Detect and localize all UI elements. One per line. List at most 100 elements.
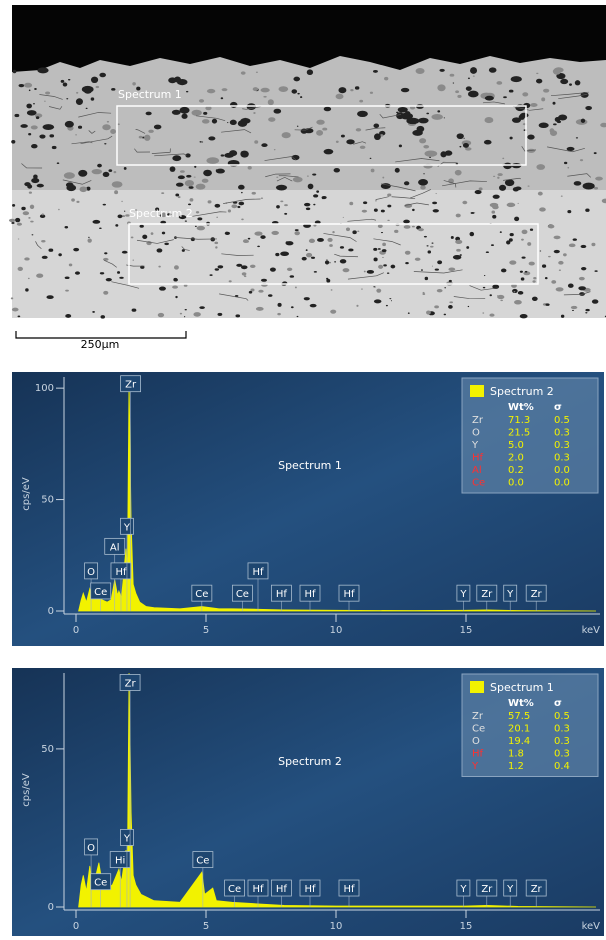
pore xyxy=(334,168,340,173)
legend-sigma: 0.5 xyxy=(554,415,570,426)
pore xyxy=(490,294,492,296)
pore xyxy=(560,79,568,84)
pore xyxy=(28,133,31,135)
pore xyxy=(276,177,278,178)
pore xyxy=(352,230,356,234)
pore xyxy=(102,124,110,130)
pore xyxy=(361,289,363,290)
pore xyxy=(455,240,462,244)
legend-element: Ce xyxy=(472,478,485,489)
pore xyxy=(279,86,289,92)
pore xyxy=(292,89,298,93)
pore xyxy=(280,201,283,203)
pore xyxy=(42,256,48,259)
pore xyxy=(381,210,385,213)
pore xyxy=(65,290,69,292)
pore xyxy=(31,144,37,148)
pore xyxy=(581,245,587,248)
pore xyxy=(405,251,411,255)
pore xyxy=(248,166,252,170)
pore xyxy=(466,86,472,91)
pore xyxy=(196,184,206,190)
pore xyxy=(91,77,98,83)
pore xyxy=(140,225,144,228)
pore xyxy=(36,274,43,278)
pore xyxy=(357,230,359,232)
pore xyxy=(444,287,446,288)
pore xyxy=(546,303,550,306)
pore xyxy=(238,185,245,190)
pore xyxy=(518,291,524,295)
pore xyxy=(585,106,592,110)
pore xyxy=(527,242,531,246)
pore xyxy=(76,92,78,94)
pore xyxy=(133,259,134,260)
pore xyxy=(104,143,106,144)
pore xyxy=(19,84,25,87)
pore xyxy=(341,135,345,138)
pore xyxy=(172,110,181,115)
pore xyxy=(456,214,461,218)
pore xyxy=(270,268,276,272)
pore xyxy=(197,226,205,231)
legend-title: Spectrum 1 xyxy=(490,681,554,694)
pore xyxy=(103,172,110,177)
pore xyxy=(302,257,307,261)
pore xyxy=(75,271,80,274)
pore xyxy=(284,213,287,215)
pore xyxy=(200,141,202,142)
pore xyxy=(274,109,282,114)
pore xyxy=(144,135,150,141)
pore xyxy=(185,220,187,221)
pore xyxy=(36,116,39,119)
pore xyxy=(268,294,273,297)
legend-wt: 1.2 xyxy=(508,761,524,772)
pore xyxy=(261,88,270,93)
pore xyxy=(173,278,177,281)
pore xyxy=(311,257,315,259)
pore xyxy=(378,265,383,269)
pore xyxy=(371,169,375,173)
pore xyxy=(256,307,264,311)
legend-sigma: 0.5 xyxy=(554,711,570,722)
pore xyxy=(468,91,479,98)
pore xyxy=(92,169,102,174)
pore xyxy=(224,153,234,158)
scale-bar-label: 250μm xyxy=(81,338,120,351)
pore xyxy=(484,140,492,145)
peak-label: Zr xyxy=(125,678,137,689)
pore xyxy=(423,173,425,174)
pore xyxy=(99,73,106,77)
pore xyxy=(510,233,514,236)
pore xyxy=(190,198,194,202)
legend-header: Wt% xyxy=(508,698,534,709)
pore xyxy=(196,211,199,213)
pore xyxy=(502,158,504,160)
pore xyxy=(132,82,136,85)
pore xyxy=(191,110,201,116)
pore xyxy=(462,201,467,204)
pore xyxy=(509,260,516,264)
pore xyxy=(327,238,332,242)
pore xyxy=(340,259,347,263)
pore xyxy=(230,120,237,125)
y-tick-label: 50 xyxy=(41,495,54,506)
x-tick-label: 10 xyxy=(330,921,343,932)
pore xyxy=(58,253,62,256)
pore xyxy=(500,300,503,302)
pore xyxy=(514,217,519,222)
pore xyxy=(65,276,70,279)
legend-element: Hf xyxy=(472,749,484,760)
pore xyxy=(401,88,409,92)
pore xyxy=(567,147,575,151)
pore xyxy=(180,107,190,114)
pore xyxy=(114,171,117,173)
pore xyxy=(346,139,354,144)
pore xyxy=(268,117,275,122)
pore xyxy=(437,289,443,292)
pore xyxy=(594,187,598,190)
pore xyxy=(440,151,446,157)
pore xyxy=(561,315,564,318)
pore xyxy=(340,246,344,249)
pore xyxy=(459,146,461,148)
